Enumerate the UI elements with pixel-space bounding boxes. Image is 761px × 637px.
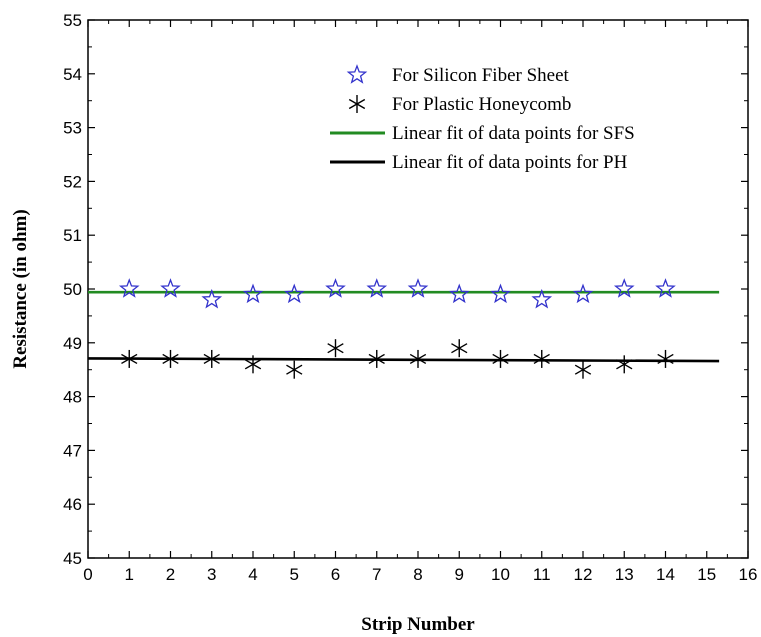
legend-asterisk-symbol (348, 95, 366, 113)
x-tick-label: 6 (331, 565, 340, 584)
legend-entry-sfs-fit: Linear fit of data points for SFS (330, 123, 635, 144)
x-tick-label: 3 (207, 565, 216, 584)
x-axis-title: Strip Number (361, 614, 475, 635)
sfs-point (490, 283, 511, 304)
ph-point (409, 349, 427, 368)
y-tick-label: 55 (63, 11, 82, 30)
ph-point (616, 355, 633, 374)
legend-star-symbol (346, 64, 368, 84)
sfs-point (160, 278, 181, 298)
x-tick-label: 9 (455, 565, 464, 584)
sfs-point (283, 283, 305, 304)
ph-point (574, 360, 592, 379)
x-tick-label: 8 (413, 565, 422, 584)
legend-label: Linear fit of data points for PH (392, 152, 628, 173)
legend-entry-ph-fit: Linear fit of data points for PH (330, 152, 628, 173)
legend: For Silicon Fiber Sheet For Plastic Honey… (330, 64, 635, 173)
legend-label: Linear fit of data points for SFS (392, 123, 635, 144)
y-tick-label: 53 (63, 119, 82, 138)
x-tick-label: 13 (615, 565, 634, 584)
sfs-point (531, 288, 553, 309)
x-tick-label: 2 (166, 565, 175, 584)
x-tick-label: 7 (372, 565, 381, 584)
ph-point (657, 349, 674, 368)
x-tick-label: 15 (697, 565, 716, 584)
sfs-point (448, 283, 470, 304)
ph-point (286, 360, 303, 379)
sfs-point (655, 278, 676, 298)
legend-label: For Plastic Honeycomb (392, 94, 571, 115)
y-tick-label: 47 (63, 441, 82, 460)
x-tick-label: 5 (290, 565, 299, 584)
sfs-point (242, 283, 264, 304)
y-tick-label: 45 (63, 549, 82, 568)
legend-label: For Silicon Fiber Sheet (392, 65, 570, 86)
x-tick-label: 10 (491, 565, 510, 584)
sfs-point (118, 278, 140, 298)
ph-point (451, 339, 468, 358)
legend-entry-ph: For Plastic Honeycomb (348, 94, 571, 115)
x-tick-label: 12 (574, 565, 593, 584)
fit-lines (87, 290, 720, 363)
y-tick-label: 52 (63, 172, 82, 191)
x-tick-label: 14 (656, 565, 675, 584)
sfs-point (572, 283, 594, 304)
x-tick-label: 4 (248, 565, 257, 584)
ph-point (203, 349, 220, 368)
x-tick-label: 11 (533, 565, 551, 584)
ph-point (162, 349, 179, 368)
x-tick-label: 1 (125, 565, 134, 584)
ph-point (492, 349, 509, 368)
ph-point (244, 355, 262, 374)
y-axis-title: Resistance (in ohm) (10, 209, 31, 368)
sfs-point (613, 278, 635, 298)
ph-point (327, 339, 344, 358)
ph-point (533, 349, 550, 368)
y-tick-label: 50 (63, 280, 82, 299)
y-tick-label: 46 (63, 495, 82, 514)
y-tick-label: 49 (63, 334, 82, 353)
sfs-point (366, 278, 388, 298)
sfs-point (407, 278, 429, 298)
x-tick-label: 16 (739, 565, 758, 584)
y-tick-label: 48 (63, 388, 82, 407)
fit-line-ph (87, 357, 720, 363)
sfs-point (325, 278, 346, 298)
axes: 0 1 2 3 4 5 6 7 8 9 10 11 12 13 14 15 164546474849505152… (63, 11, 757, 584)
legend-entry-sfs: For Silicon Fiber Sheet (346, 64, 570, 86)
data-points (118, 278, 676, 379)
ph-point (368, 349, 385, 368)
y-tick-label: 54 (63, 65, 82, 84)
y-tick-label: 51 (63, 226, 82, 245)
sfs-point (201, 288, 223, 309)
x-tick-label: 0 (83, 565, 92, 584)
ph-point (121, 349, 138, 368)
